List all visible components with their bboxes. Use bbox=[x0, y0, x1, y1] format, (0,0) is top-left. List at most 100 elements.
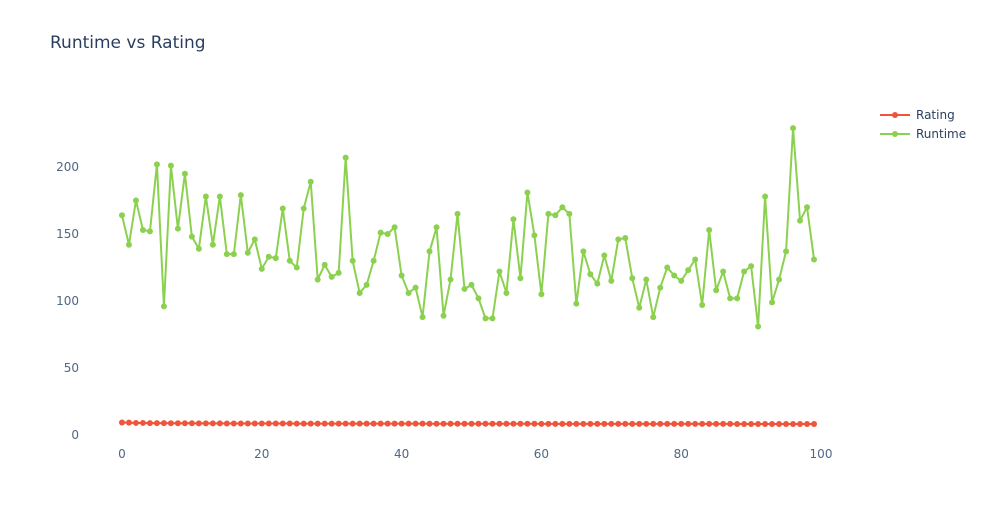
data-point bbox=[132, 419, 139, 426]
data-point bbox=[699, 302, 706, 309]
data-point bbox=[265, 420, 272, 427]
data-point bbox=[734, 421, 741, 428]
y-tick-label: 50 bbox=[64, 361, 79, 375]
x-tick-label: 100 bbox=[810, 447, 833, 461]
data-point bbox=[139, 226, 146, 233]
data-point bbox=[748, 263, 755, 270]
legend-label: Rating bbox=[916, 108, 955, 122]
y-tick-label: 200 bbox=[56, 160, 79, 174]
data-point bbox=[405, 289, 412, 296]
data-point bbox=[188, 233, 195, 240]
data-point bbox=[545, 420, 552, 427]
data-point bbox=[349, 257, 356, 264]
data-point bbox=[321, 261, 328, 268]
data-point bbox=[342, 420, 349, 427]
data-point bbox=[475, 295, 482, 302]
data-point bbox=[349, 420, 356, 427]
data-point bbox=[671, 272, 678, 279]
data-point bbox=[629, 275, 636, 282]
data-point bbox=[678, 277, 685, 284]
data-point bbox=[174, 420, 181, 427]
data-point bbox=[783, 421, 790, 428]
data-point bbox=[559, 204, 566, 211]
data-point bbox=[132, 197, 139, 204]
data-point bbox=[300, 205, 307, 212]
data-point bbox=[307, 178, 314, 185]
data-point bbox=[286, 420, 293, 427]
data-point bbox=[580, 248, 587, 255]
data-point bbox=[797, 421, 804, 428]
data-point bbox=[440, 312, 447, 319]
data-point bbox=[279, 420, 286, 427]
data-point bbox=[342, 154, 349, 161]
x-tick-label: 0 bbox=[118, 447, 126, 461]
legend-marker bbox=[892, 131, 898, 137]
data-point bbox=[489, 420, 496, 427]
data-point bbox=[167, 420, 174, 427]
data-point bbox=[482, 420, 489, 427]
x-tick-label: 20 bbox=[254, 447, 269, 461]
data-point bbox=[496, 420, 503, 427]
data-point bbox=[503, 420, 510, 427]
data-point bbox=[762, 193, 769, 200]
data-point bbox=[748, 421, 755, 428]
data-point bbox=[650, 314, 657, 321]
data-point bbox=[790, 125, 797, 132]
y-tick-label: 150 bbox=[56, 227, 79, 241]
series-line-runtime bbox=[121, 128, 816, 327]
data-point bbox=[307, 420, 314, 427]
data-point bbox=[258, 420, 265, 427]
legend[interactable]: Rating Runtime bbox=[880, 108, 966, 141]
data-point bbox=[153, 420, 160, 427]
data-point bbox=[720, 268, 727, 275]
data-point bbox=[419, 314, 426, 321]
data-point bbox=[293, 420, 300, 427]
data-point bbox=[636, 304, 643, 311]
data-point bbox=[538, 291, 545, 298]
data-point bbox=[412, 420, 419, 427]
data-point bbox=[762, 421, 769, 428]
data-point bbox=[447, 420, 454, 427]
data-point bbox=[433, 420, 440, 427]
data-point bbox=[783, 248, 790, 255]
data-point bbox=[216, 420, 223, 427]
data-point bbox=[167, 162, 174, 169]
data-point bbox=[384, 231, 391, 237]
data-point bbox=[454, 420, 461, 427]
data-point bbox=[118, 212, 125, 219]
data-point bbox=[433, 224, 440, 231]
data-point bbox=[139, 419, 146, 426]
data-point bbox=[776, 276, 783, 283]
data-point bbox=[461, 285, 468, 292]
data-point bbox=[328, 273, 335, 280]
data-point bbox=[699, 420, 706, 427]
data-point bbox=[356, 420, 363, 427]
data-point bbox=[216, 193, 223, 200]
data-point bbox=[741, 268, 748, 275]
data-point bbox=[615, 236, 622, 243]
data-point bbox=[377, 229, 384, 236]
data-point bbox=[657, 284, 664, 291]
data-point bbox=[685, 267, 692, 274]
data-point bbox=[265, 253, 272, 260]
data-point bbox=[195, 245, 202, 252]
data-point bbox=[594, 420, 601, 427]
data-point bbox=[426, 420, 433, 427]
data-point bbox=[741, 421, 748, 428]
data-point bbox=[363, 420, 370, 427]
data-point bbox=[776, 421, 783, 428]
data-point bbox=[538, 420, 545, 427]
data-point bbox=[573, 420, 580, 427]
data-point bbox=[811, 421, 818, 428]
data-point bbox=[685, 420, 692, 427]
data-point bbox=[363, 281, 370, 288]
y-tick-label: 0 bbox=[71, 428, 79, 442]
data-point bbox=[524, 189, 531, 196]
data-point bbox=[475, 420, 482, 427]
data-point bbox=[559, 420, 566, 427]
data-point bbox=[587, 420, 594, 427]
data-point bbox=[727, 420, 734, 427]
data-point bbox=[790, 421, 797, 428]
data-point bbox=[601, 252, 608, 259]
data-point bbox=[300, 420, 307, 427]
